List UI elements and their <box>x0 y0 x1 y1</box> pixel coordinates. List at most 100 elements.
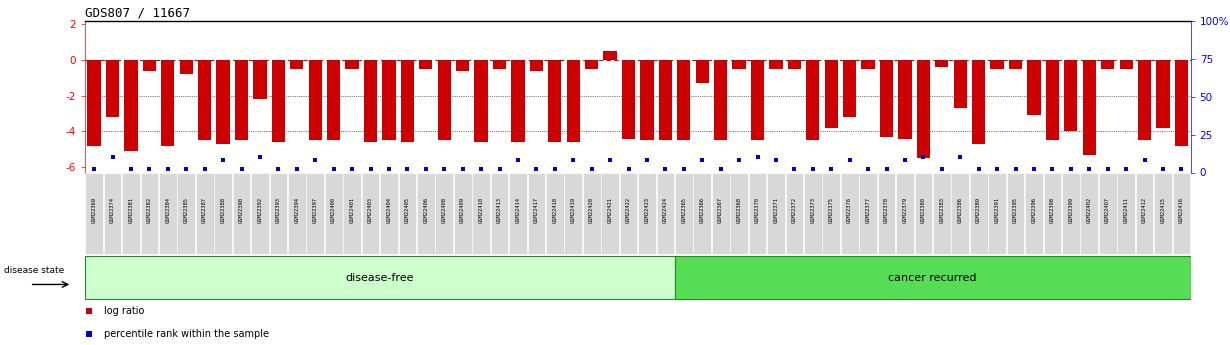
Bar <box>1138 60 1151 140</box>
Text: GSM22412: GSM22412 <box>1143 197 1148 223</box>
Bar <box>454 173 471 255</box>
Bar <box>106 60 119 117</box>
Bar <box>512 60 525 142</box>
Bar <box>969 173 988 255</box>
Text: GSM22406: GSM22406 <box>423 197 428 223</box>
Text: GSM22383: GSM22383 <box>940 197 945 223</box>
Text: GSM22368: GSM22368 <box>737 197 742 223</box>
Bar <box>327 60 341 140</box>
Bar <box>879 60 893 137</box>
Bar <box>878 173 895 255</box>
Bar <box>916 60 930 158</box>
Text: log ratio: log ratio <box>105 306 145 316</box>
Text: GSM22398: GSM22398 <box>1050 197 1055 223</box>
Text: disease state: disease state <box>4 266 64 276</box>
Bar <box>972 60 985 144</box>
Text: GSM22422: GSM22422 <box>626 197 631 223</box>
Bar <box>823 173 840 255</box>
Bar <box>674 256 1191 299</box>
Bar <box>456 60 470 71</box>
Bar <box>87 60 101 146</box>
Bar <box>475 60 488 142</box>
Text: GSM22381: GSM22381 <box>128 197 133 223</box>
Bar <box>253 60 267 99</box>
Text: GSM22393: GSM22393 <box>276 197 280 223</box>
Bar <box>1156 60 1170 128</box>
Text: GSM22365: GSM22365 <box>681 197 686 223</box>
Bar <box>180 60 193 74</box>
Bar <box>585 60 598 69</box>
Bar <box>198 60 212 140</box>
Bar <box>546 173 563 255</box>
Text: GSM22400: GSM22400 <box>331 197 336 223</box>
Text: GSM22387: GSM22387 <box>202 197 207 223</box>
Text: GSM22424: GSM22424 <box>663 197 668 223</box>
Bar <box>935 60 948 67</box>
Bar <box>509 173 526 255</box>
Bar <box>1046 60 1059 140</box>
Bar <box>1082 60 1096 155</box>
Bar <box>491 173 508 255</box>
Bar <box>214 173 232 255</box>
Text: GSM22386: GSM22386 <box>958 197 963 223</box>
Text: GSM22395: GSM22395 <box>1014 197 1018 223</box>
Text: GSM22420: GSM22420 <box>589 197 594 223</box>
Bar <box>675 173 692 255</box>
Bar <box>364 60 378 142</box>
Bar <box>843 60 856 117</box>
Bar <box>1080 173 1098 255</box>
Bar <box>417 173 434 255</box>
Bar <box>1135 173 1154 255</box>
Text: GSM22384: GSM22384 <box>165 197 170 223</box>
Bar <box>383 60 396 140</box>
Bar <box>530 60 542 71</box>
Bar <box>1027 60 1041 115</box>
Bar <box>622 60 635 139</box>
Bar <box>1064 60 1077 131</box>
Text: GSM22396: GSM22396 <box>1032 197 1037 223</box>
Text: GSM22378: GSM22378 <box>884 197 889 223</box>
Bar <box>824 60 838 128</box>
Text: GSM22399: GSM22399 <box>1069 197 1074 223</box>
Bar <box>1172 173 1191 255</box>
Bar <box>85 173 103 255</box>
Bar <box>177 173 196 255</box>
Bar <box>103 173 122 255</box>
Bar <box>1117 173 1135 255</box>
Bar <box>1101 60 1114 69</box>
Bar <box>346 60 359 69</box>
Bar <box>343 173 360 255</box>
Bar <box>472 173 490 255</box>
Text: GSM22366: GSM22366 <box>700 197 705 223</box>
Bar <box>620 173 637 255</box>
Text: GSM22423: GSM22423 <box>645 197 649 223</box>
Bar <box>988 173 1006 255</box>
Bar <box>380 173 397 255</box>
Bar <box>143 60 156 71</box>
Text: GSM22417: GSM22417 <box>534 197 539 223</box>
Bar <box>401 60 415 142</box>
Text: GSM22375: GSM22375 <box>829 197 834 223</box>
Bar <box>638 173 656 255</box>
Bar <box>694 173 711 255</box>
Bar <box>860 173 877 255</box>
Text: GSM22410: GSM22410 <box>478 197 483 223</box>
Text: GSM22377: GSM22377 <box>866 197 871 223</box>
Text: GSM22371: GSM22371 <box>774 197 779 223</box>
Bar <box>750 60 764 140</box>
Text: GSM22388: GSM22388 <box>220 197 225 223</box>
Bar <box>641 60 653 140</box>
Bar <box>122 173 140 255</box>
Text: percentile rank within the sample: percentile rank within the sample <box>105 329 269 339</box>
Text: GSM22389: GSM22389 <box>977 197 982 223</box>
Bar <box>235 60 248 140</box>
Text: GSM22385: GSM22385 <box>183 197 188 223</box>
Bar <box>768 173 785 255</box>
Text: GSM22380: GSM22380 <box>921 197 926 223</box>
Bar <box>196 173 214 255</box>
Bar <box>1061 173 1080 255</box>
Bar <box>1043 173 1061 255</box>
Bar <box>733 60 745 69</box>
Bar <box>1154 173 1172 255</box>
Bar <box>897 173 914 255</box>
